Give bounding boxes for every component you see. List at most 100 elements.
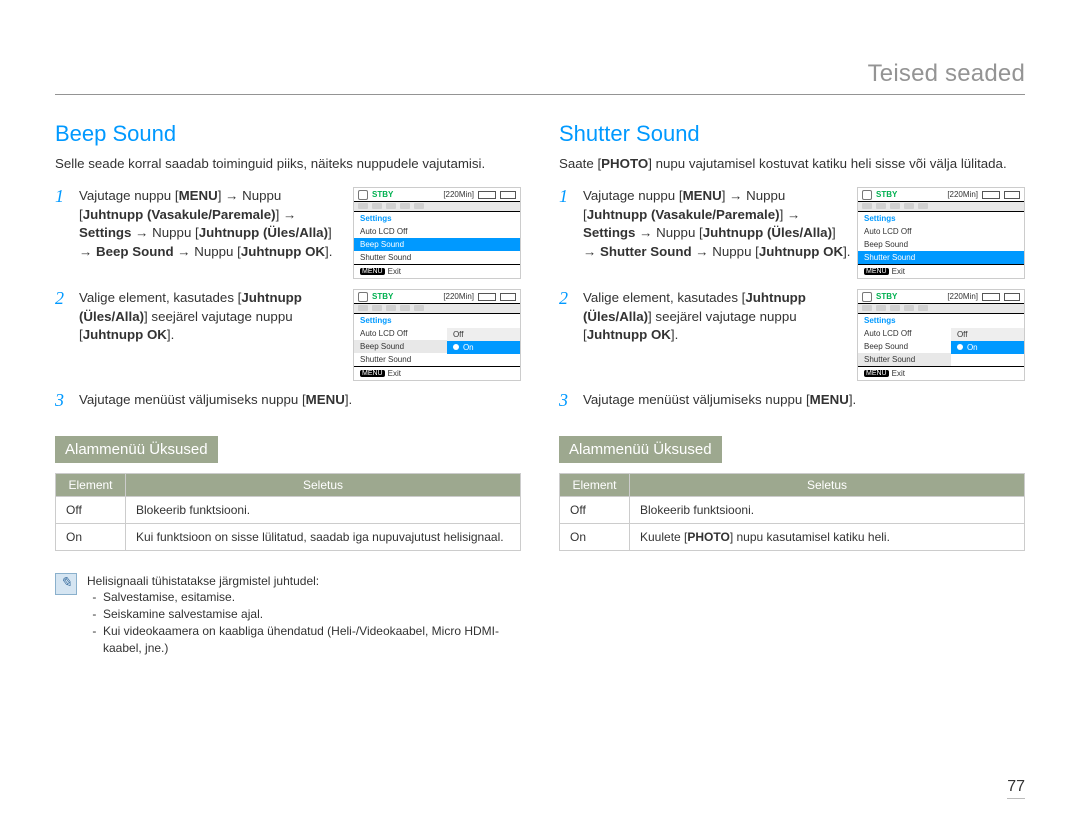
th-element: Element xyxy=(56,473,126,496)
step-1-row: 1 Vajutage nuppu [MENU] → Nuppu [Juhtnup… xyxy=(559,187,1025,279)
menu-item-auto-lcd: Auto LCD Off xyxy=(858,225,1024,238)
settings-label: Settings xyxy=(858,314,951,327)
camera-icon xyxy=(862,292,872,302)
right-column: Shutter Sound Saate [PHOTO] nupu vajutam… xyxy=(559,121,1025,657)
menu-item-auto-lcd: Auto LCD Off xyxy=(354,327,447,340)
card-icon xyxy=(478,191,496,199)
battery-icon xyxy=(500,191,516,199)
left-column: Beep Sound Selle seade korral saadab toi… xyxy=(55,121,521,657)
option-on-selected: On xyxy=(951,341,1024,354)
step-1-text: Vajutage nuppu [MENU] → Nuppu [Juhtnupp … xyxy=(583,187,851,261)
th-description: Seletus xyxy=(630,473,1025,496)
option-on-selected: On xyxy=(447,341,520,354)
cell-on: On xyxy=(56,523,126,550)
submenu-banner: Alammenüü Üksused xyxy=(559,436,722,463)
stby-label: STBY xyxy=(372,292,393,301)
time-remaining: [220Min] xyxy=(947,190,978,199)
stby-label: STBY xyxy=(876,190,897,199)
step-number-1: 1 xyxy=(559,187,573,205)
two-column-layout: Beep Sound Selle seade korral saadab toi… xyxy=(55,121,1025,657)
menu-item-beep-sound-selected: Beep Sound xyxy=(354,238,520,251)
tab-strip xyxy=(858,202,1024,212)
card-icon xyxy=(982,293,1000,301)
table-row: Off Blokeerib funktsiooni. xyxy=(56,496,521,523)
step-number-2: 2 xyxy=(55,289,69,307)
stby-label: STBY xyxy=(372,190,393,199)
tab-strip xyxy=(354,202,520,212)
menu-item-beep-sound: Beep Sound xyxy=(858,340,951,353)
note-bullet: Seiskamine salvestamise ajal. xyxy=(103,606,521,623)
step-3-row: 3 Vajutage menüüst väljumiseks nuppu [ME… xyxy=(55,391,521,410)
step-number-3: 3 xyxy=(55,391,69,409)
beep-sound-title: Beep Sound xyxy=(55,121,521,147)
step-2-text: Valige element, kasutades [Juhtnupp (Üle… xyxy=(79,289,347,345)
tab-strip xyxy=(858,304,1024,314)
menu-item-auto-lcd: Auto LCD Off xyxy=(354,225,520,238)
table-row: Off Blokeerib funktsiooni. xyxy=(560,496,1025,523)
settings-label: Settings xyxy=(354,212,520,225)
menu-item-shutter-sound-selected: Shutter Sound xyxy=(858,251,1024,264)
note-body: Helisignaali tühistatakse järgmistel juh… xyxy=(87,573,521,657)
note-bullet: Salvestamise, esitamise. xyxy=(103,589,521,606)
option-off: Off xyxy=(951,328,1024,341)
battery-icon xyxy=(1004,191,1020,199)
cell-on-desc: Kui funktsioon on sisse lülitatud, saada… xyxy=(126,523,521,550)
table-header-row: Element Seletus xyxy=(56,473,521,496)
menu-item-beep-sound: Beep Sound xyxy=(858,238,1024,251)
th-description: Seletus xyxy=(126,473,521,496)
settings-label: Settings xyxy=(858,212,1024,225)
card-icon xyxy=(478,293,496,301)
mini-screen-beep-2: STBY [220Min] Settings Auto LCD Off Beep… xyxy=(353,289,521,381)
step-number-1: 1 xyxy=(55,187,69,205)
time-remaining: [220Min] xyxy=(443,292,474,301)
step-number-3: 3 xyxy=(559,391,573,409)
th-element: Element xyxy=(560,473,630,496)
shutter-intro: Saate [PHOTO] nupu vajutamisel kostuvat … xyxy=(559,155,1025,173)
cell-off-desc: Blokeerib funktsiooni. xyxy=(630,496,1025,523)
cell-off: Off xyxy=(56,496,126,523)
menu-item-auto-lcd: Auto LCD Off xyxy=(858,327,951,340)
beep-intro: Selle seade korral saadab toiminguid pii… xyxy=(55,155,521,173)
camera-icon xyxy=(862,190,872,200)
step-3-text: Vajutage menüüst väljumiseks nuppu [MENU… xyxy=(79,391,352,410)
time-remaining: [220Min] xyxy=(443,190,474,199)
note-block: ✎ Helisignaali tühistatakse järgmistel j… xyxy=(55,573,521,657)
menu-item-shutter-sound: Shutter Sound xyxy=(354,353,447,366)
step-1-text: Vajutage nuppu [MENU] → Nuppu [Juhtnupp … xyxy=(79,187,347,261)
cell-on: On xyxy=(560,523,630,550)
page-header: Teised seaded xyxy=(55,60,1025,95)
table-row: On Kuulete [PHOTO] nupu kasutamisel kati… xyxy=(560,523,1025,550)
submenu-banner: Alammenüü Üksused xyxy=(55,436,218,463)
battery-icon xyxy=(500,293,516,301)
step-2-text: Valige element, kasutades [Juhtnupp (Üle… xyxy=(583,289,851,345)
step-2-row: 2 Valige element, kasutades [Juhtnupp (Ü… xyxy=(559,289,1025,381)
stby-label: STBY xyxy=(876,292,897,301)
exit-row: MENUExit xyxy=(858,366,1024,380)
menu-item-shutter-sound: Shutter Sound xyxy=(858,353,951,366)
camera-icon xyxy=(358,292,368,302)
card-icon xyxy=(982,191,1000,199)
mini-screen-beep-1: STBY [220Min] Settings Auto LCD Off Beep… xyxy=(353,187,521,279)
exit-row: MENUExit xyxy=(354,264,520,278)
table-row: On Kui funktsioon on sisse lülitatud, sa… xyxy=(56,523,521,550)
note-icon: ✎ xyxy=(55,573,77,595)
option-off: Off xyxy=(447,328,520,341)
page-number: 77 xyxy=(1007,778,1025,799)
cell-on-desc: Kuulete [PHOTO] nupu kasutamisel katiku … xyxy=(630,523,1025,550)
step-number-2: 2 xyxy=(559,289,573,307)
step-3-row: 3 Vajutage menüüst väljumiseks nuppu [ME… xyxy=(559,391,1025,410)
note-bullet: Kui videokaamera on kaabliga ühendatud (… xyxy=(103,623,521,657)
shutter-submenu-table: Element Seletus Off Blokeerib funktsioon… xyxy=(559,473,1025,551)
battery-icon xyxy=(1004,293,1020,301)
step-1-row: 1 Vajutage nuppu [MENU] → Nuppu [Juhtnup… xyxy=(55,187,521,279)
mini-screen-shutter-2: STBY [220Min] Settings Auto LCD Off Beep… xyxy=(857,289,1025,381)
cell-off-desc: Blokeerib funktsiooni. xyxy=(126,496,521,523)
settings-label: Settings xyxy=(354,314,447,327)
exit-row: MENUExit xyxy=(858,264,1024,278)
step-3-text: Vajutage menüüst väljumiseks nuppu [MENU… xyxy=(583,391,856,410)
beep-submenu-table: Element Seletus Off Blokeerib funktsioon… xyxy=(55,473,521,551)
cell-off: Off xyxy=(560,496,630,523)
exit-row: MENUExit xyxy=(354,366,520,380)
table-header-row: Element Seletus xyxy=(560,473,1025,496)
menu-item-shutter-sound: Shutter Sound xyxy=(354,251,520,264)
